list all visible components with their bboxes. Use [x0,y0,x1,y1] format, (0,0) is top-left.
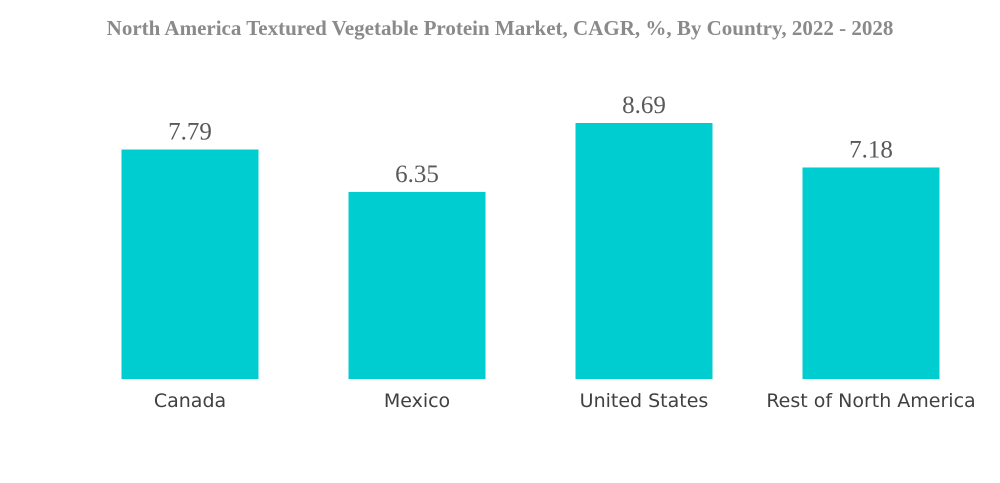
value-label: 6.35 [395,161,439,188]
bar-canada [121,149,259,379]
chart-title: North America Textured Vegetable Protein… [106,16,894,40]
category-label: Mexico [384,390,450,412]
category-labels-group: Canada Mexico United States Rest of North A… [154,390,976,412]
value-labels-group: 7.79 6.35 8.69 7.18 [168,92,893,188]
value-label: 7.79 [168,119,212,146]
value-label: 8.69 [622,92,666,119]
category-label: Canada [154,390,226,412]
bar-mexico [348,191,486,379]
bar-united-states [575,123,713,379]
bar-rest-of-north-america [802,167,940,379]
category-label: Rest of North America [766,390,975,412]
bars-group [121,123,940,379]
category-label: United States [580,390,709,412]
value-label: 7.18 [849,136,893,163]
